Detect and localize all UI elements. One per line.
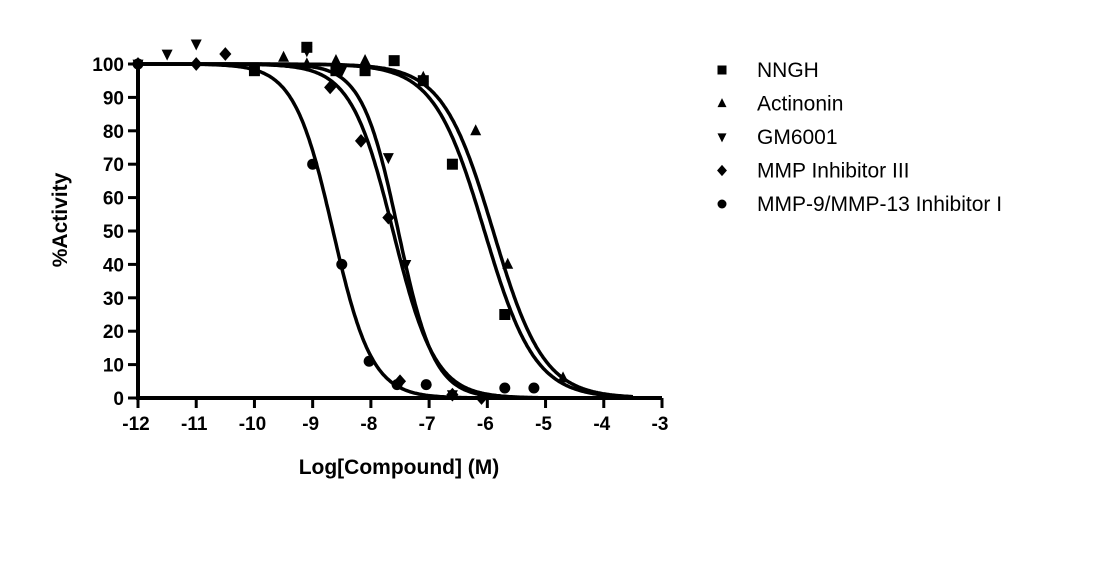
y-tick-label: 10 bbox=[103, 356, 124, 377]
data-point-triangle-up bbox=[470, 124, 482, 136]
x-tick-label: -8 bbox=[360, 414, 377, 435]
legend-item: MMP-9/MMP-13 Inhibitor I bbox=[717, 193, 1002, 216]
data-point-square bbox=[446, 158, 458, 170]
data-point-triangle-up bbox=[359, 54, 371, 66]
data-point-diamond bbox=[382, 210, 395, 225]
y-axis-title: %Activity bbox=[49, 172, 72, 267]
data-point-triangle-down bbox=[382, 153, 394, 165]
data-point-triangle-down bbox=[161, 49, 173, 61]
data-point-circle bbox=[499, 382, 511, 394]
triangle-up-icon bbox=[717, 98, 727, 108]
y-axis-ticks: 0 10 20 30 40 50 60 70 80 90 100 bbox=[92, 55, 138, 410]
data-point-square bbox=[248, 65, 260, 77]
data-point-square bbox=[499, 309, 511, 320]
data-point-circle bbox=[336, 258, 348, 270]
x-tick-label: -12 bbox=[122, 414, 149, 435]
legend-item: GM6001 bbox=[717, 126, 838, 149]
data-point-circle bbox=[528, 382, 540, 394]
data-point-triangle-up bbox=[557, 371, 569, 383]
circle-icon bbox=[717, 199, 727, 209]
data-point-circle bbox=[363, 355, 375, 367]
x-tick-label: -10 bbox=[239, 414, 266, 435]
fit-curve-actinonin bbox=[138, 62, 634, 399]
y-tick-label: 90 bbox=[103, 88, 124, 109]
data-point-triangle-down bbox=[190, 39, 202, 51]
y-tick-label: 70 bbox=[103, 155, 124, 176]
data-point-triangle-up bbox=[330, 54, 342, 66]
y-tick-label: 50 bbox=[103, 222, 124, 243]
data-point-diamond bbox=[354, 133, 368, 148]
x-tick-label: -4 bbox=[593, 414, 610, 435]
fit-curve-nngh bbox=[138, 62, 634, 399]
legend-item: NNGH bbox=[717, 59, 819, 82]
x-axis-ticks: -12 -11 -10 -9 -8 -7 -6 -5 -4 -3 bbox=[122, 398, 668, 435]
legend-label: MMP-9/MMP-13 Inhibitor I bbox=[757, 193, 1002, 216]
square-icon bbox=[717, 65, 727, 75]
data-point-triangle-up bbox=[417, 70, 429, 82]
data-point-diamond bbox=[190, 57, 203, 71]
data-point-triangle-up bbox=[278, 50, 290, 62]
fit-curve-mmp-9-mmp-13-inhibitor-i bbox=[138, 62, 633, 400]
x-tick-label: -3 bbox=[652, 414, 669, 435]
data-point-square bbox=[359, 65, 371, 77]
data-point-diamond bbox=[219, 47, 232, 61]
data-point-triangle-up bbox=[301, 57, 313, 69]
x-tick-label: -7 bbox=[419, 414, 436, 435]
x-axis-title: Log[Compound] (M) bbox=[299, 456, 500, 479]
diamond-icon bbox=[717, 164, 727, 177]
legend-item: Actinonin bbox=[717, 93, 843, 116]
data-point-circle bbox=[307, 158, 319, 170]
x-tick-label: -9 bbox=[302, 414, 319, 435]
legend-item: MMP Inhibitor III bbox=[717, 160, 910, 183]
fit-curve-gm6001 bbox=[138, 62, 633, 400]
y-tick-label: 80 bbox=[103, 122, 124, 143]
data-point-triangle-down bbox=[400, 260, 412, 271]
x-tick-label: -6 bbox=[477, 414, 494, 435]
axes: 0 10 20 30 40 50 60 70 80 90 100 -12 -11 -10 -9 -8 -7 -6… bbox=[49, 55, 668, 479]
legend: NNGH Actinonin GM6001 MMP Inhibitor III MMP-… bbox=[717, 59, 1002, 216]
triangle-down-icon bbox=[717, 133, 727, 143]
data-point-square bbox=[388, 55, 400, 67]
legend-label: NNGH bbox=[757, 59, 819, 82]
y-tick-label: 30 bbox=[103, 289, 124, 310]
x-tick-label: -5 bbox=[535, 414, 552, 435]
y-tick-label: 20 bbox=[103, 322, 124, 343]
data-point-diamond bbox=[324, 80, 337, 95]
data-point-triangle-up bbox=[502, 257, 514, 269]
legend-label: Actinonin bbox=[757, 93, 843, 116]
y-tick-label: 0 bbox=[113, 389, 124, 410]
x-tick-label: -11 bbox=[181, 414, 208, 435]
fit-curves bbox=[138, 62, 634, 400]
legend-label: GM6001 bbox=[757, 126, 838, 149]
data-point-circle bbox=[391, 379, 403, 391]
y-tick-label: 40 bbox=[103, 255, 124, 276]
data-points bbox=[131, 39, 569, 405]
fit-curve-mmp-inhibitor-iii bbox=[138, 62, 633, 400]
data-point-circle bbox=[420, 379, 432, 391]
data-point-triangle-down bbox=[336, 66, 348, 78]
legend-label: MMP Inhibitor III bbox=[757, 160, 910, 183]
y-tick-label: 100 bbox=[92, 55, 124, 76]
data-point-triangle-down bbox=[301, 46, 313, 58]
y-tick-label: 60 bbox=[103, 189, 124, 210]
data-point-square bbox=[330, 65, 342, 77]
